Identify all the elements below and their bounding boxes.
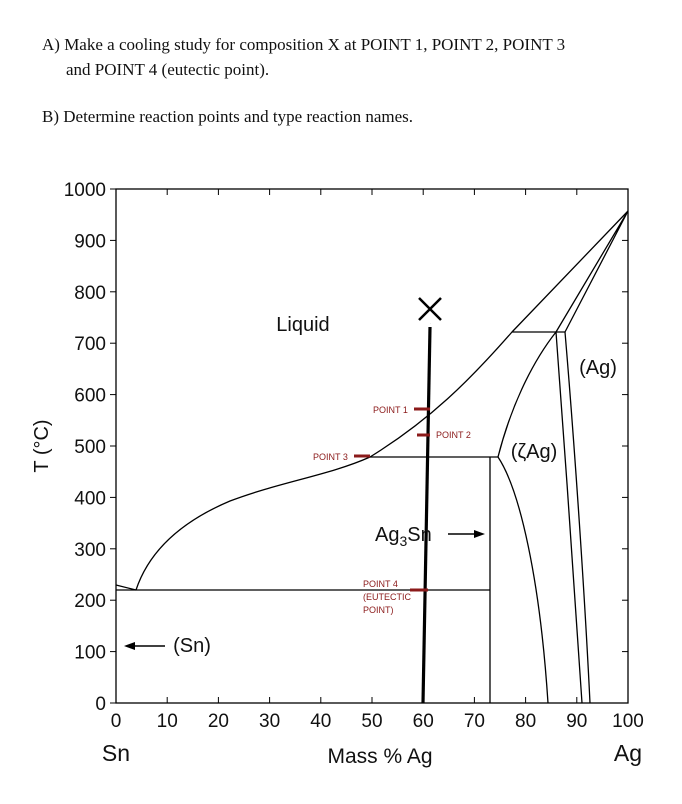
end-label: Sn [102,740,130,766]
x-tick-label: 40 [310,711,331,732]
x-tick-label: 70 [464,711,485,732]
y-tick-label: 700 [74,334,106,355]
y-tick-label: 800 [74,283,106,304]
zeta-right [555,331,583,704]
zeta-upper [497,331,557,458]
point-markers [354,407,430,592]
x-tick-label: 100 [612,711,644,732]
ag-solvus [564,331,591,704]
text: Ag [375,524,399,546]
arrow-head [124,642,135,650]
composition-line [421,326,432,704]
x-cross [418,297,442,321]
y-tick-label: 0 [95,694,106,715]
region-label: Liquid [276,314,329,336]
x-tick-label: 50 [361,711,382,732]
y-tick-label: 500 [74,437,106,458]
y-tick-label: 100 [74,643,106,664]
x-tick-label: 20 [208,711,229,732]
question-a: A) Make a cooling study for composition … [42,35,565,54]
x-tick-label: 30 [259,711,280,732]
question-a-cont: and POINT 4 (eutectic point). [66,60,269,79]
ag-liquidus [555,210,629,333]
y-tick-label: 600 [74,386,106,407]
x-tick-label: 0 [111,711,122,732]
liquidus [135,210,629,591]
point-label: POINT) [363,605,394,615]
x-tick-label: 60 [413,711,434,732]
y-tick-label: 300 [74,540,106,561]
region-label: (ζAg) [511,441,558,463]
point-label: POINT 2 [436,430,471,440]
y-axis-label: T (°C) [31,419,53,472]
sn-liquidus [115,584,137,591]
subscript: 3 [399,533,407,549]
y-tick-label: 400 [74,488,106,509]
point-label: POINT 1 [373,405,408,415]
point-label: POINT 3 [313,452,348,462]
region-label: (Sn) [173,635,211,657]
zeta-left [497,456,549,704]
composition-label: X [430,323,431,325]
x-tick-label: 90 [566,711,587,732]
y-tick-label: 900 [74,231,106,252]
y-tick-label: 1000 [64,180,106,201]
end-label: Ag [614,740,642,766]
y-tick-label: 200 [74,591,106,612]
x-tick-label: 80 [515,711,536,732]
x-tick-label: 10 [157,711,178,732]
point-label: (EUTECTIC [363,592,411,602]
x-axis-label: Mass % Ag [327,745,432,768]
phase-lines [115,188,629,704]
point-label: POINT 4 [363,579,398,589]
text: Sn [407,524,431,546]
arrow-head [474,530,485,538]
region-label: (Ag) [579,357,617,379]
question-b: B) Determine reaction points and type re… [42,107,413,126]
region-label: Ag3Sn [375,524,432,549]
